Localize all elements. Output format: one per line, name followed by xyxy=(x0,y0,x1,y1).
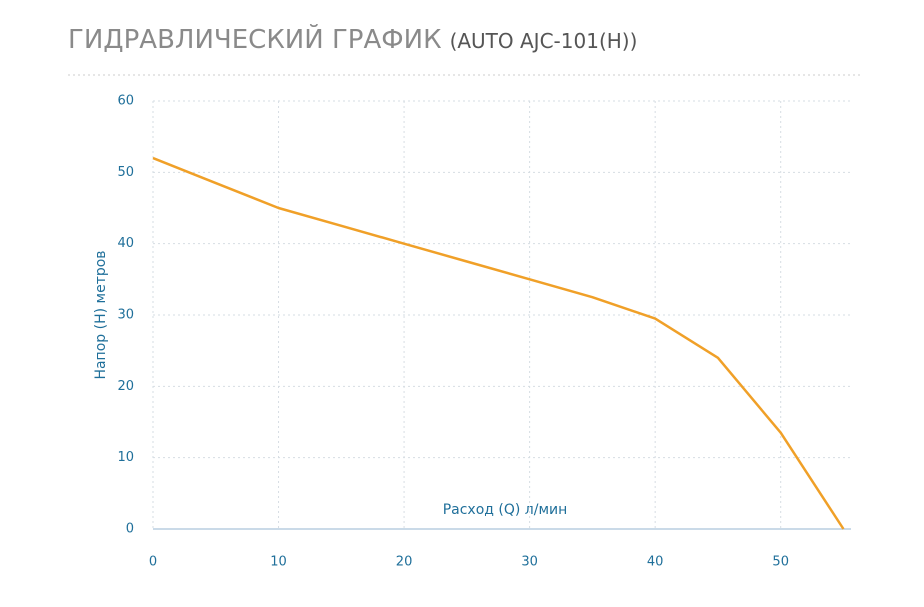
y-tick-label: 40 xyxy=(117,236,134,251)
y-tick-label: 50 xyxy=(117,165,134,180)
title: ГИДРАВЛИЧЕСКИЙ ГРАФИК xyxy=(68,23,442,55)
x-tick-label: 30 xyxy=(521,555,538,570)
y-tick-label: 10 xyxy=(117,450,134,465)
subtitle: (AUTO AJC-101(H)) xyxy=(450,29,638,53)
y-tick-label: 60 xyxy=(117,94,134,109)
x-axis-title: Расход (Q) л/мин xyxy=(443,502,568,518)
y-tick-label: 30 xyxy=(117,308,134,323)
data-line xyxy=(152,156,845,530)
x-tick-label: 20 xyxy=(396,555,413,570)
y-axis-title: Напор (H) метров xyxy=(93,250,109,379)
x-tick-label: 0 xyxy=(149,555,157,570)
x-tick-label: 40 xyxy=(647,555,664,570)
chart-title: ГИДРАВЛИЧЕСКИЙ ГРАФИК (AUTO AJC-101(H)) xyxy=(68,23,637,55)
y-tick-label: 20 xyxy=(117,379,134,394)
x-tick-label: 10 xyxy=(270,555,287,570)
y-tick-label: 0 xyxy=(126,522,134,537)
x-tick-label: 50 xyxy=(772,555,789,570)
